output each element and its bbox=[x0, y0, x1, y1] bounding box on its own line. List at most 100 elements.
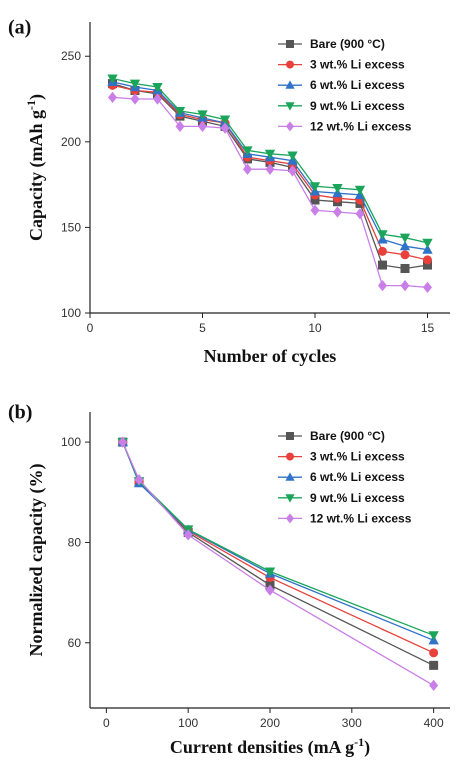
data-point bbox=[219, 115, 231, 125]
y-tick-label: 100 bbox=[61, 435, 81, 449]
legend-marker bbox=[285, 102, 295, 111]
data-point bbox=[400, 263, 410, 273]
series-3 bbox=[117, 436, 439, 645]
y-axis-title: Capacity (mAh g-1) bbox=[24, 94, 47, 241]
panel-label: (a) bbox=[8, 17, 31, 39]
data-point bbox=[108, 91, 117, 103]
data-point bbox=[355, 208, 365, 220]
data-point bbox=[422, 244, 433, 254]
data-point bbox=[264, 567, 276, 577]
y-tick-label: 60 bbox=[68, 636, 82, 650]
data-point bbox=[152, 82, 163, 93]
data-point bbox=[377, 230, 388, 240]
legend-marker bbox=[286, 513, 294, 524]
data-point bbox=[422, 238, 433, 249]
legend-marker bbox=[286, 432, 294, 440]
series-5 bbox=[108, 91, 432, 293]
x-tick-label: 15 bbox=[421, 321, 435, 335]
data-point bbox=[107, 74, 118, 84]
legend-label: 3 wt.% Li excess bbox=[310, 450, 405, 464]
data-point bbox=[288, 165, 297, 177]
x-tick-label: 0 bbox=[87, 321, 94, 335]
legend-label: Bare (900 °C) bbox=[310, 37, 385, 51]
legend-marker bbox=[285, 494, 295, 503]
data-point bbox=[429, 648, 439, 658]
data-point bbox=[332, 183, 343, 194]
x-axis-title: Current densities (mA g-1) bbox=[170, 735, 370, 758]
data-point bbox=[429, 679, 439, 692]
data-point bbox=[134, 474, 144, 486]
data-point bbox=[428, 631, 439, 641]
x-tick-label: 300 bbox=[342, 716, 362, 730]
x-axis-title: Number of cycles bbox=[204, 346, 337, 366]
data-point bbox=[423, 281, 432, 293]
data-point bbox=[242, 146, 253, 156]
legend-marker bbox=[286, 40, 294, 48]
y-tick-label: 250 bbox=[61, 49, 81, 63]
series-4 bbox=[117, 438, 439, 641]
x-tick-label: 5 bbox=[199, 321, 206, 335]
x-tick-label: 400 bbox=[424, 716, 444, 730]
data-point bbox=[333, 206, 342, 218]
data-point bbox=[309, 182, 321, 192]
data-point bbox=[310, 195, 320, 205]
x-tick-label: 200 bbox=[260, 716, 280, 730]
legend-label: 9 wt.% Li excess bbox=[310, 491, 405, 505]
data-point bbox=[265, 163, 275, 175]
legend-marker bbox=[286, 452, 294, 461]
data-point bbox=[265, 584, 275, 596]
series-3 bbox=[107, 76, 433, 254]
y-tick-label: 150 bbox=[61, 220, 81, 234]
data-point bbox=[174, 106, 186, 117]
chart-panel-a: (a) 0 5 10 15 100 150 200 250 Number of cycles Cap… bbox=[8, 17, 450, 366]
legend-label: 12 wt.% Li excess bbox=[310, 511, 412, 525]
y-tick-label: 80 bbox=[68, 535, 82, 549]
data-point bbox=[354, 185, 366, 196]
y-tick-label: 200 bbox=[61, 135, 81, 149]
series-4 bbox=[107, 74, 433, 249]
data-point bbox=[264, 149, 276, 160]
legend-label: 9 wt.% Li excess bbox=[310, 99, 405, 113]
data-point bbox=[400, 279, 410, 292]
data-point bbox=[197, 110, 208, 120]
x-tick-label: 0 bbox=[103, 716, 110, 730]
data-point bbox=[175, 120, 185, 133]
data-point bbox=[183, 529, 193, 541]
legend-label: 6 wt.% Li excess bbox=[310, 78, 405, 92]
legend-label: 12 wt.% Li excess bbox=[310, 119, 412, 133]
y-tick-label: 100 bbox=[61, 306, 81, 320]
x-tick-label: 10 bbox=[308, 321, 322, 335]
chart-panel-b: (b) 0 100 200 300 400 60 80 100 Current densities… bbox=[8, 402, 450, 758]
data-point bbox=[153, 93, 162, 105]
data-point bbox=[399, 233, 411, 244]
data-point bbox=[429, 660, 439, 670]
legend-label: 6 wt.% Li excess bbox=[310, 470, 405, 484]
legend-label: 3 wt.% Li excess bbox=[310, 58, 405, 72]
legend-marker bbox=[286, 60, 294, 69]
panel-label: (b) bbox=[8, 402, 32, 424]
data-point bbox=[129, 79, 141, 90]
data-point bbox=[198, 120, 207, 133]
y-axis-title: Normalized capacity (%) bbox=[26, 464, 47, 657]
x-tick-label: 100 bbox=[178, 716, 198, 730]
data-point bbox=[310, 204, 320, 216]
legend: Bare (900 °C) 3 wt.% Li excess 6 wt.% Li e… bbox=[278, 429, 412, 525]
data-point bbox=[378, 260, 387, 270]
legend-marker bbox=[286, 121, 294, 132]
legend: Bare (900 °C) 3 wt.% Li excess 6 wt.% Li e… bbox=[278, 37, 412, 133]
data-point bbox=[118, 436, 128, 448]
legend-label: Bare (900 °C) bbox=[310, 429, 385, 443]
data-point bbox=[399, 240, 411, 251]
legend-marker bbox=[285, 80, 295, 89]
data-point bbox=[220, 122, 230, 134]
series-5 bbox=[118, 436, 439, 692]
data-point bbox=[378, 246, 387, 256]
data-point bbox=[378, 279, 387, 292]
data-point bbox=[423, 260, 432, 270]
data-point bbox=[423, 255, 432, 265]
data-point bbox=[243, 163, 252, 175]
legend-marker bbox=[285, 472, 295, 481]
data-point bbox=[130, 93, 140, 105]
data-point bbox=[400, 250, 410, 260]
